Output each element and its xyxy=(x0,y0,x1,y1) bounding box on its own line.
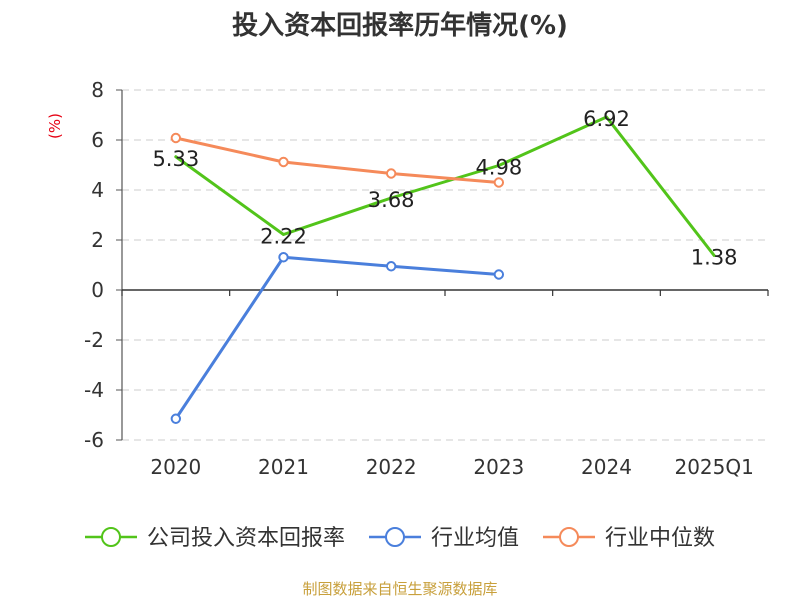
x-tick-label: 2021 xyxy=(258,455,309,479)
data-label: 6.92 xyxy=(583,107,630,131)
x-tick-label: 2020 xyxy=(150,455,201,479)
legend: 公司投入资本回报率 行业均值 行业中位数 xyxy=(85,526,715,551)
legend-label: 行业中位数 xyxy=(605,526,715,551)
chart-title: 投入资本回报率历年情况(%) xyxy=(232,10,568,41)
series-line xyxy=(174,255,501,421)
y-tick-label: 0 xyxy=(91,278,104,302)
data-point xyxy=(385,168,397,179)
axes: 8 6 4 2 0 -2 -4 -6 2020 2021 2022 2023 2024 2025Q1 xyxy=(84,78,769,479)
y-tick-label: 2 xyxy=(91,228,104,252)
data-label: 5.33 xyxy=(152,147,199,171)
data-point xyxy=(493,177,505,188)
legend-marker-icon xyxy=(385,527,405,547)
y-axis-unit-label: (%) xyxy=(46,113,64,139)
x-tick-label: 2025Q1 xyxy=(674,455,753,479)
x-tick-label: 2022 xyxy=(366,455,417,479)
grid xyxy=(122,89,768,441)
data-label: 1.38 xyxy=(691,246,738,270)
data-point xyxy=(278,252,289,263)
data-point xyxy=(278,156,289,168)
data-point xyxy=(385,261,397,272)
y-tick-label: -4 xyxy=(84,378,104,402)
data-label: 3.68 xyxy=(368,188,415,212)
x-tick-label: 2023 xyxy=(473,455,524,479)
legend-marker-icon xyxy=(101,527,121,547)
data-label: 4.98 xyxy=(475,156,522,180)
legend-label: 行业均值 xyxy=(431,526,519,551)
data-point xyxy=(170,413,182,424)
data-label: 2.22 xyxy=(260,225,307,249)
series-line xyxy=(174,115,716,257)
y-tick-label: -6 xyxy=(84,428,104,452)
legend-marker-icon xyxy=(559,527,579,547)
y-tick-label: 6 xyxy=(91,128,104,152)
legend-label: 公司投入资本回报率 xyxy=(147,526,345,551)
y-tick-label: 8 xyxy=(91,78,104,102)
data-point xyxy=(170,132,182,144)
x-tick-label: 2024 xyxy=(581,455,632,479)
series-lines xyxy=(170,115,716,424)
y-tick-label: 4 xyxy=(91,178,104,202)
series-line xyxy=(174,136,501,184)
y-tick-label: -2 xyxy=(84,328,104,352)
data-point xyxy=(493,269,505,280)
data-labels: 5.33 2.22 3.68 4.98 6.92 1.38 xyxy=(152,107,737,270)
source-note: 制图数据来自恒生聚源数据库 xyxy=(302,580,497,598)
